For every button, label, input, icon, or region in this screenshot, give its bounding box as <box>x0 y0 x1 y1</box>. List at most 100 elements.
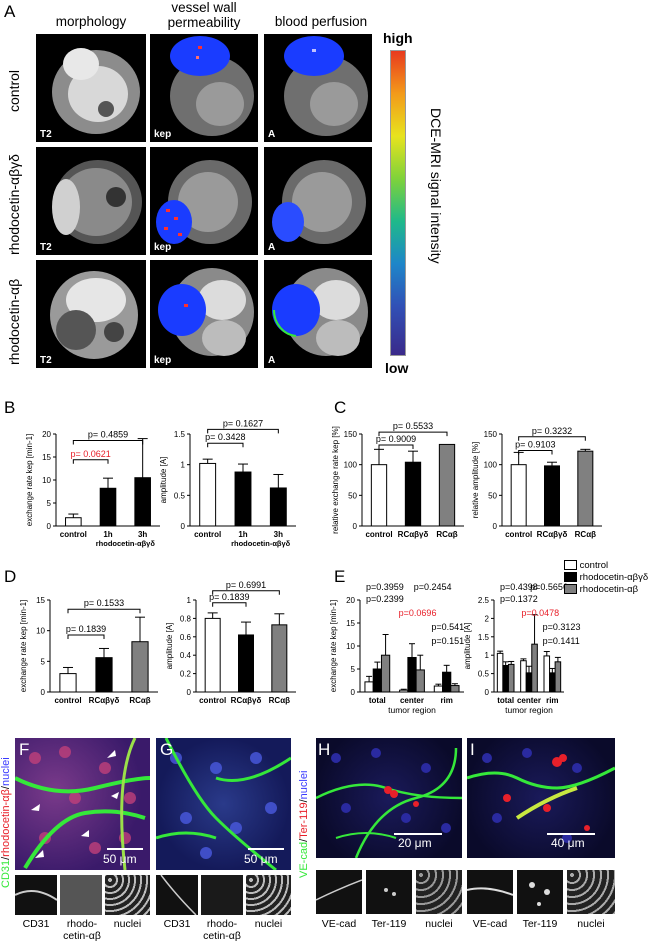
panel-letter-g: G <box>160 740 174 759</box>
y-tick-label: 0.4 <box>180 651 192 660</box>
bar <box>134 477 151 527</box>
x-axis-label: tumor region <box>388 705 436 715</box>
bar <box>269 487 287 527</box>
bar <box>549 672 556 693</box>
x-tick-label: 1h <box>103 530 112 539</box>
thumb-label-ter119-i: Ter-119 <box>522 918 558 930</box>
p-value: p=0.3959 <box>366 582 404 592</box>
thumb-label-vecad-i: VE-cad <box>472 918 508 930</box>
y-tick-label: 150 <box>344 430 358 439</box>
tag-a: A <box>268 129 276 140</box>
y-tick-label: 15 <box>346 619 355 628</box>
y-tick-label: 0.8 <box>180 614 192 623</box>
y-axis-label: amplitude [A] <box>463 623 472 670</box>
p-value: p=0.5656 <box>530 582 568 592</box>
panel-letter-d: D <box>4 567 17 586</box>
thumb-h-nuclei <box>416 870 462 914</box>
x-tick-label: RCαβ <box>269 696 290 705</box>
x-tick-label: total <box>369 696 386 705</box>
bar <box>99 487 117 527</box>
y-tick-label: 1 <box>485 651 490 660</box>
thumb-f-cd31 <box>15 875 57 915</box>
p-value: p= 0.9103 <box>515 440 555 450</box>
bar <box>438 443 456 527</box>
mri-rcabgd-kep: kep <box>150 147 258 255</box>
x-tick-label: rim <box>440 696 452 705</box>
x-tick-label: control <box>60 530 87 539</box>
bar <box>543 655 551 693</box>
thumb-label-nuclei: nuclei <box>113 918 142 930</box>
thumb-label-vecad: VE-cad <box>321 918 357 930</box>
x-tick-label: total <box>497 696 514 705</box>
col-title-morphology: morphology <box>55 14 127 29</box>
mri-control-kep: kep <box>150 34 258 142</box>
p-bracket <box>378 431 448 437</box>
y-tick-label: 0 <box>41 688 46 697</box>
p-value: p=0.0696 <box>399 608 437 618</box>
bar <box>496 652 504 693</box>
legend-item-rcabgd: rhodocetin-αβγδ <box>564 572 648 584</box>
micro-i: 40 μm <box>467 738 615 858</box>
mri-rcab-kep: kep <box>150 260 258 368</box>
p-bracket <box>72 459 109 464</box>
y-tick-label: 0 <box>351 688 356 697</box>
p-value: p= 0.3428 <box>205 432 245 442</box>
x-tick-label: RCαβ <box>575 530 596 539</box>
p-value: p= 0.1533 <box>84 598 124 608</box>
x-tick-label: control <box>54 696 81 705</box>
x-tick-label: RCαβγδ <box>398 530 429 539</box>
p-value: p=0.1411 <box>543 636 580 646</box>
y-tick-label: 10 <box>42 476 51 485</box>
x-tick-label: RCαβ <box>436 530 457 539</box>
mri-control-amplitude: A <box>264 34 372 142</box>
p-value: p=0.2399 <box>366 594 404 604</box>
bar <box>204 617 221 693</box>
legend-item-control: control <box>564 560 648 572</box>
col-title-perfusion: blood perfusion <box>274 14 368 29</box>
thumb-h-ter119 <box>366 870 412 914</box>
thumb-label-nuclei-h: nuclei <box>425 918 453 930</box>
tag-kep: kep <box>154 129 172 140</box>
p-value: p= 0.0621 <box>71 449 111 459</box>
thumb-f-nuclei <box>105 875 150 915</box>
x-tick-label: RCαβγδ <box>89 696 120 705</box>
thumb-label-nuclei-g: nuclei <box>254 918 283 930</box>
col-title-permeability: vessel wall permeability <box>167 0 241 30</box>
y-tick-label: 0.5 <box>174 491 186 500</box>
thumb-label-rhodocetin-g: rhodo-cetin-αβ <box>203 918 241 942</box>
bar <box>577 450 594 527</box>
bar <box>531 643 538 693</box>
thumb-label-rhodocetin: rhodo-cetin-αβ <box>63 918 101 942</box>
micro-g: 50 μm <box>156 738 291 870</box>
p-value: p= 0.4859 <box>88 429 128 439</box>
bar <box>131 641 149 693</box>
y-tick-label: 20 <box>346 596 355 605</box>
p-value: p= 0.6991 <box>226 580 266 590</box>
panel-letter-i: I <box>470 740 475 759</box>
y-tick-label: 0.2 <box>180 670 192 679</box>
p-value: p= 0.9009 <box>376 434 416 444</box>
tag-t2: T2 <box>40 129 52 140</box>
mri-rcabgd-morphology: T2 <box>36 147 146 255</box>
y-tick-label: 0 <box>485 688 490 697</box>
thumb-i-vecad <box>467 870 513 914</box>
y-tick-label: 100 <box>484 461 498 470</box>
p-value: p=0.1372 <box>500 594 538 604</box>
bar <box>65 517 82 527</box>
p-bracket <box>207 442 244 448</box>
bar <box>510 464 527 527</box>
scale-i: 40 μm <box>551 836 585 850</box>
y-tick-label: 1.5 <box>174 430 186 439</box>
p-value: p= 0.1839 <box>66 624 106 634</box>
panel-letter-c: C <box>334 398 347 417</box>
mri-rcab-morphology: T2 <box>36 260 146 368</box>
bar <box>399 689 409 693</box>
micro-f: 50 μm <box>15 738 150 870</box>
y-axis-label: exchange rate kep [min-1] <box>25 434 34 527</box>
y-tick-label: 1 <box>181 461 186 470</box>
p-value: p= 0.1839 <box>209 592 249 602</box>
y-tick-label: 0.5 <box>478 670 490 679</box>
p-value: p=0.0478 <box>521 608 559 618</box>
bar <box>442 671 452 693</box>
bar <box>238 634 254 693</box>
